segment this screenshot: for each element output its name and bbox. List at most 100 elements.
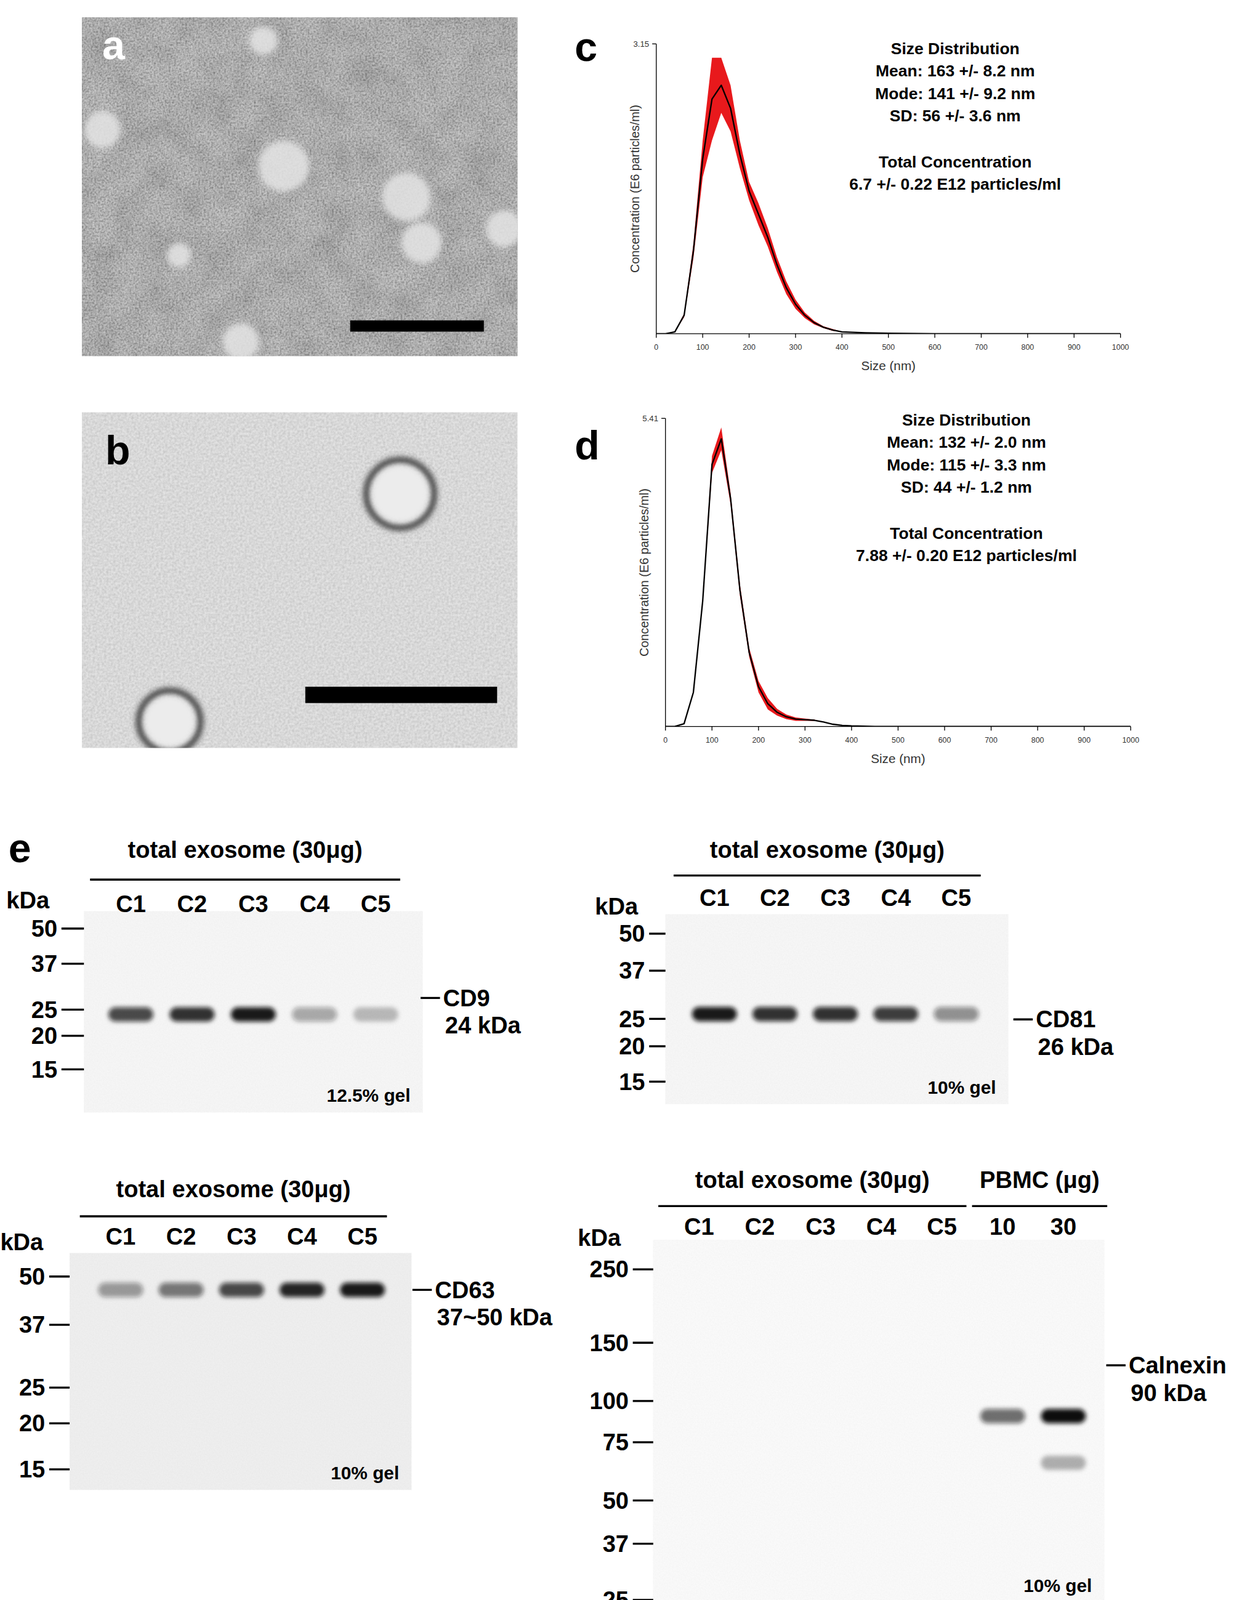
x-tick-label: 200 — [742, 342, 756, 352]
x-tick-label: 500 — [881, 342, 895, 352]
x-tick — [1120, 333, 1121, 339]
x-tick-label: 600 — [928, 342, 942, 352]
x-tick — [990, 726, 992, 731]
size-label: 90 kDa — [1130, 1379, 1207, 1406]
vesicle — [166, 242, 191, 268]
protein-label: CD9 — [443, 985, 491, 1012]
membrane — [665, 914, 1009, 1105]
membrane-grain — [665, 914, 1009, 1105]
x-tick-label: 0 — [653, 342, 659, 352]
annotation: Size Distribution — [891, 39, 1020, 58]
marker-tick — [649, 1017, 666, 1020]
x-tick — [897, 726, 899, 731]
x-tick — [748, 333, 750, 339]
annotation: Mode: 141 +/- 9.2 nm — [875, 84, 1036, 103]
x-tick-label: 300 — [789, 342, 803, 352]
marker-tick — [649, 969, 666, 972]
annotation: Mean: 163 +/- 8.2 nm — [875, 61, 1035, 81]
band — [919, 1408, 965, 1424]
vesicle — [144, 695, 196, 747]
protein-dash — [1105, 1363, 1126, 1366]
band — [798, 1455, 843, 1470]
band — [676, 1455, 722, 1470]
group-underline — [89, 878, 401, 881]
band — [980, 1455, 1026, 1470]
membrane-grain — [69, 1253, 412, 1490]
lane-label: C1 — [115, 891, 146, 917]
marker-label: 25 — [31, 996, 58, 1023]
y-axis — [665, 418, 666, 726]
marker-label: 15 — [19, 1456, 45, 1483]
marker-label: 37 — [602, 1530, 629, 1557]
x-tick — [711, 726, 713, 731]
x-tick — [794, 333, 796, 339]
marker-tick — [649, 932, 666, 935]
mean-line — [665, 439, 1132, 727]
marker-label: 20 — [31, 1022, 58, 1049]
x-tick-label: 300 — [798, 735, 812, 745]
y-axis-label: Concentration (E6 particles/ml) — [628, 104, 642, 273]
error-band — [665, 427, 1132, 727]
band — [919, 1455, 965, 1470]
bands — [692, 1006, 980, 1021]
lane-label: C5 — [926, 1213, 957, 1240]
image-content — [81, 411, 518, 748]
bands — [676, 1408, 1086, 1470]
lane-label: C3 — [226, 1223, 257, 1250]
marker-label: 250 — [589, 1256, 629, 1283]
marker-tick — [633, 1341, 654, 1344]
annotation: Mode: 115 +/- 3.3 nm — [886, 455, 1046, 475]
unit-label: kDa — [0, 1229, 44, 1255]
nta-chart: 010020030040050060070080090010003.15Conc… — [574, 24, 1129, 373]
vesicle-rim — [139, 690, 201, 749]
lane-label: C4 — [880, 884, 911, 911]
band — [737, 1455, 783, 1470]
marker-tick — [633, 1598, 654, 1600]
x-axis-label: Size (nm) — [870, 751, 926, 766]
vesicle — [258, 141, 310, 193]
membrane — [69, 1253, 412, 1490]
membrane — [653, 1239, 1105, 1600]
lane-label: C4 — [299, 891, 330, 917]
western-blot: C1C2C3C4C5total exosome (30μg)kDa5037252… — [0, 1176, 553, 1491]
panel-label: e — [8, 825, 32, 871]
y-tick — [661, 418, 666, 419]
error-band — [656, 57, 1121, 334]
marker-tick — [61, 1068, 84, 1071]
x-tick-label: 1000 — [1121, 735, 1140, 745]
band — [1040, 1408, 1086, 1424]
x-tick-label: 100 — [696, 342, 710, 352]
x-tick — [934, 333, 935, 339]
x-tick-label: 900 — [1077, 735, 1091, 745]
lane-label: C2 — [745, 1213, 776, 1240]
marker-label: 20 — [19, 1410, 45, 1436]
lane-label: C3 — [805, 1213, 836, 1240]
gel-label: 10% gel — [927, 1076, 997, 1098]
lane-label: C4 — [286, 1223, 318, 1250]
x-tick-label: 400 — [835, 342, 849, 352]
x-tick-label: 700 — [974, 342, 988, 352]
panel-label: d — [574, 422, 600, 468]
image-grain — [81, 17, 518, 356]
x-tick-label: 1000 — [1112, 342, 1130, 352]
marker-tick — [61, 927, 84, 930]
x-tick — [758, 726, 759, 731]
x-tick — [850, 726, 852, 731]
band — [169, 1007, 215, 1022]
lane-label: C2 — [759, 884, 791, 911]
band — [980, 1408, 1026, 1424]
membrane-grain — [653, 1239, 1105, 1600]
panel-label: a — [102, 22, 126, 68]
band — [97, 1282, 143, 1297]
lane-label: 10 — [989, 1213, 1016, 1240]
lane-label: C5 — [941, 884, 972, 911]
band — [798, 1408, 843, 1424]
annotation: Total Concentration — [889, 524, 1043, 543]
protein-label: CD63 — [434, 1277, 495, 1303]
size-label: 26 kDa — [1037, 1033, 1114, 1060]
marker-label: 50 — [19, 1263, 45, 1290]
y-tick-label: 3.15 — [633, 39, 650, 49]
band — [676, 1408, 722, 1424]
band — [933, 1006, 979, 1021]
x-tick — [665, 726, 666, 731]
